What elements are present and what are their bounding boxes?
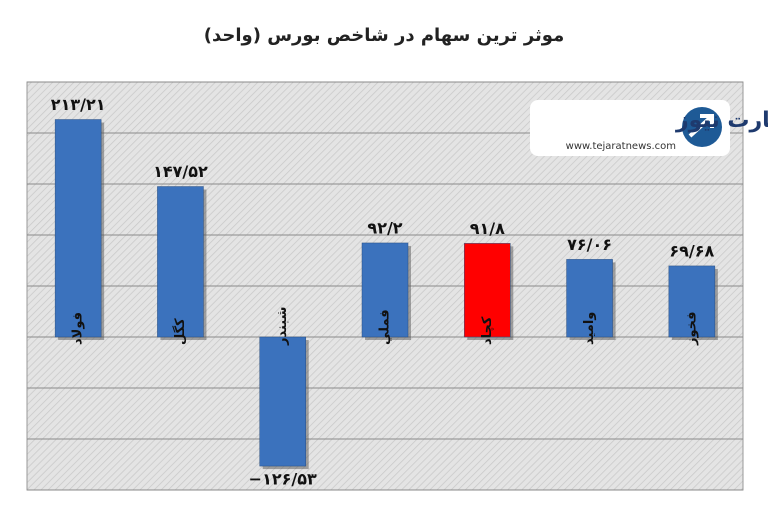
x-tick-label: شبندر — [275, 307, 290, 346]
bar — [54, 119, 102, 338]
bar — [566, 259, 613, 338]
bar — [157, 186, 204, 338]
chart-title: موثر ترین سهام در شاخص بورس (واحد) — [204, 25, 564, 46]
value-label: ۹۱/۸ — [470, 219, 505, 238]
plot: ۲۱۳/۲۱ فولاد ۱۴۷/۵۲ کگل −۱۲۶/۵۳ شبندر ۹۲/۲ فملي… — [27, 81, 743, 491]
x-tick-label: واميد — [582, 312, 597, 345]
bar — [361, 242, 409, 338]
watermark-box — [530, 100, 730, 156]
bar — [259, 336, 306, 467]
x-tick-label: فولاد — [71, 312, 86, 345]
value-label: ۷۶/۰۶ — [567, 235, 612, 254]
bar — [464, 243, 511, 338]
value-label: ۹۲/۲ — [367, 218, 402, 237]
value-label: −۱۲۶/۵۳ — [249, 470, 317, 489]
watermark-brand: تجارت نیوز — [675, 108, 768, 133]
x-tick-label: فملي — [378, 309, 393, 345]
x-tick-label: کگل — [172, 318, 188, 345]
x-tick-label: فخوز — [684, 311, 699, 346]
value-label: ۲۱۳/۲۱ — [51, 95, 106, 114]
bar — [668, 265, 716, 338]
value-label: ۶۹/۶۸ — [669, 241, 714, 260]
watermark-url: www.tejaratnews.com — [566, 141, 676, 152]
watermark: تجارت نیوز www.tejaratnews.com — [530, 100, 768, 156]
value-label: ۱۴۷/۵۲ — [153, 162, 208, 181]
x-tick-label: کچاد — [480, 316, 495, 345]
watermark-arrow — [688, 114, 714, 138]
